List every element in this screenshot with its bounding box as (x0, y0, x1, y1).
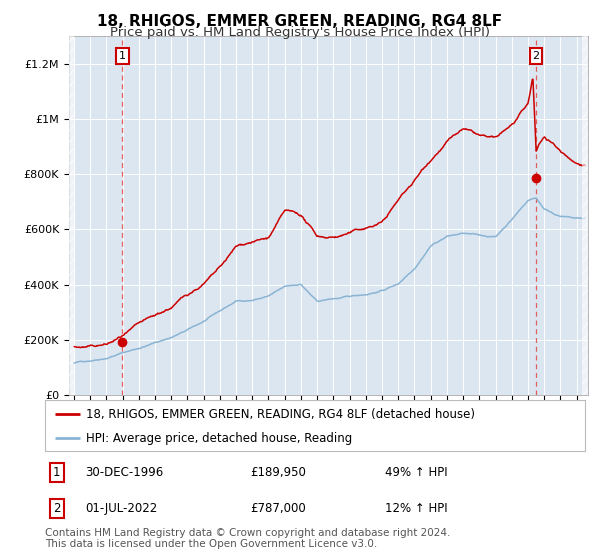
Text: 12% ↑ HPI: 12% ↑ HPI (385, 502, 448, 515)
Text: 18, RHIGOS, EMMER GREEN, READING, RG4 8LF (detached house): 18, RHIGOS, EMMER GREEN, READING, RG4 8L… (86, 408, 475, 421)
Bar (581, 36, 588, 395)
Bar (69, 36, 74, 395)
Text: 2: 2 (533, 51, 539, 60)
Text: 18, RHIGOS, EMMER GREEN, READING, RG4 8LF: 18, RHIGOS, EMMER GREEN, READING, RG4 8L… (97, 14, 503, 29)
Text: 30-DEC-1996: 30-DEC-1996 (86, 466, 164, 479)
Text: 1: 1 (119, 51, 126, 60)
Text: 01-JUL-2022: 01-JUL-2022 (86, 502, 158, 515)
Text: 2: 2 (53, 502, 61, 515)
Text: 49% ↑ HPI: 49% ↑ HPI (385, 466, 448, 479)
Text: Price paid vs. HM Land Registry's House Price Index (HPI): Price paid vs. HM Land Registry's House … (110, 26, 490, 39)
Text: HPI: Average price, detached house, Reading: HPI: Average price, detached house, Read… (86, 432, 352, 445)
Text: Contains HM Land Registry data © Crown copyright and database right 2024.
This d: Contains HM Land Registry data © Crown c… (45, 528, 451, 549)
Text: £787,000: £787,000 (250, 502, 306, 515)
Text: £189,950: £189,950 (250, 466, 306, 479)
Text: 1: 1 (53, 466, 61, 479)
